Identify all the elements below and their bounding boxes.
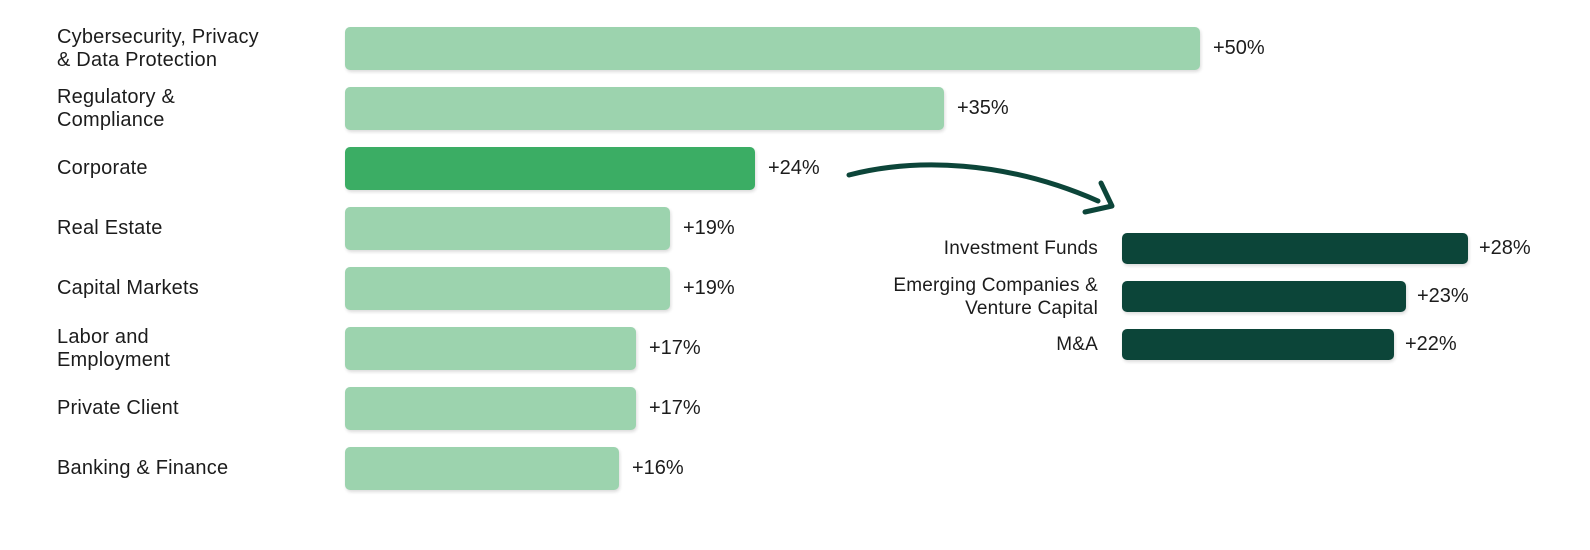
category-label: Capital Markets [57,267,317,310]
bar [345,87,944,130]
category-label: Banking & Finance [57,447,317,490]
category-label: Corporate [57,147,317,190]
bar [345,327,636,370]
bar [345,207,670,250]
category-label-line: Emerging Companies & [893,274,1098,296]
category-label: Emerging Companies & Venture Capital [818,275,1098,319]
category-label-line: Real Estate [57,217,163,239]
bar [345,147,755,190]
category-label: M&A [818,329,1098,360]
category-label-line: Employment [57,348,171,371]
category-label: Real Estate [57,207,317,250]
category-label-line: Capital Markets [57,277,199,299]
value-label: +17% [649,337,701,359]
bar [1122,329,1394,360]
value-label: +19% [683,277,735,299]
value-label: +23% [1417,285,1469,307]
category-label: Investment Funds [818,233,1098,264]
category-label: Regulatory & Compliance [57,85,317,131]
category-label-line: Compliance [57,108,165,131]
value-label: +19% [683,217,735,239]
category-label-line: Investment Funds [943,238,1098,259]
category-label: Labor and Employment [57,325,317,371]
category-label-line: M&A [1056,334,1098,355]
value-label: +22% [1405,333,1457,355]
category-label-line: Regulatory & [57,85,176,108]
bar [1122,281,1406,312]
category-label-line: Cybersecurity, Privacy [57,25,259,48]
category-label: Cybersecurity, Privacy & Data Protection [57,25,317,71]
category-label-line: Corporate [57,157,148,179]
bar [345,387,636,430]
category-label-line: & Data Protection [57,48,218,71]
bar [345,267,670,310]
category-label: Private Client [57,387,317,430]
value-label: +28% [1479,237,1531,259]
bar [1122,233,1468,264]
value-label: +35% [957,97,1009,119]
category-label-line: Venture Capital [965,297,1098,319]
value-label: +50% [1213,37,1265,59]
bar [345,27,1200,70]
bar [345,447,619,490]
value-label: +17% [649,397,701,419]
category-label-line: Private Client [57,397,179,419]
value-label: +16% [632,457,684,479]
arrow-curve [846,162,1101,204]
value-label: +24% [768,157,820,179]
category-label-line: Banking & Finance [57,457,229,479]
arrow-head-icon [1082,180,1115,215]
category-label-line: Labor and [57,325,149,348]
